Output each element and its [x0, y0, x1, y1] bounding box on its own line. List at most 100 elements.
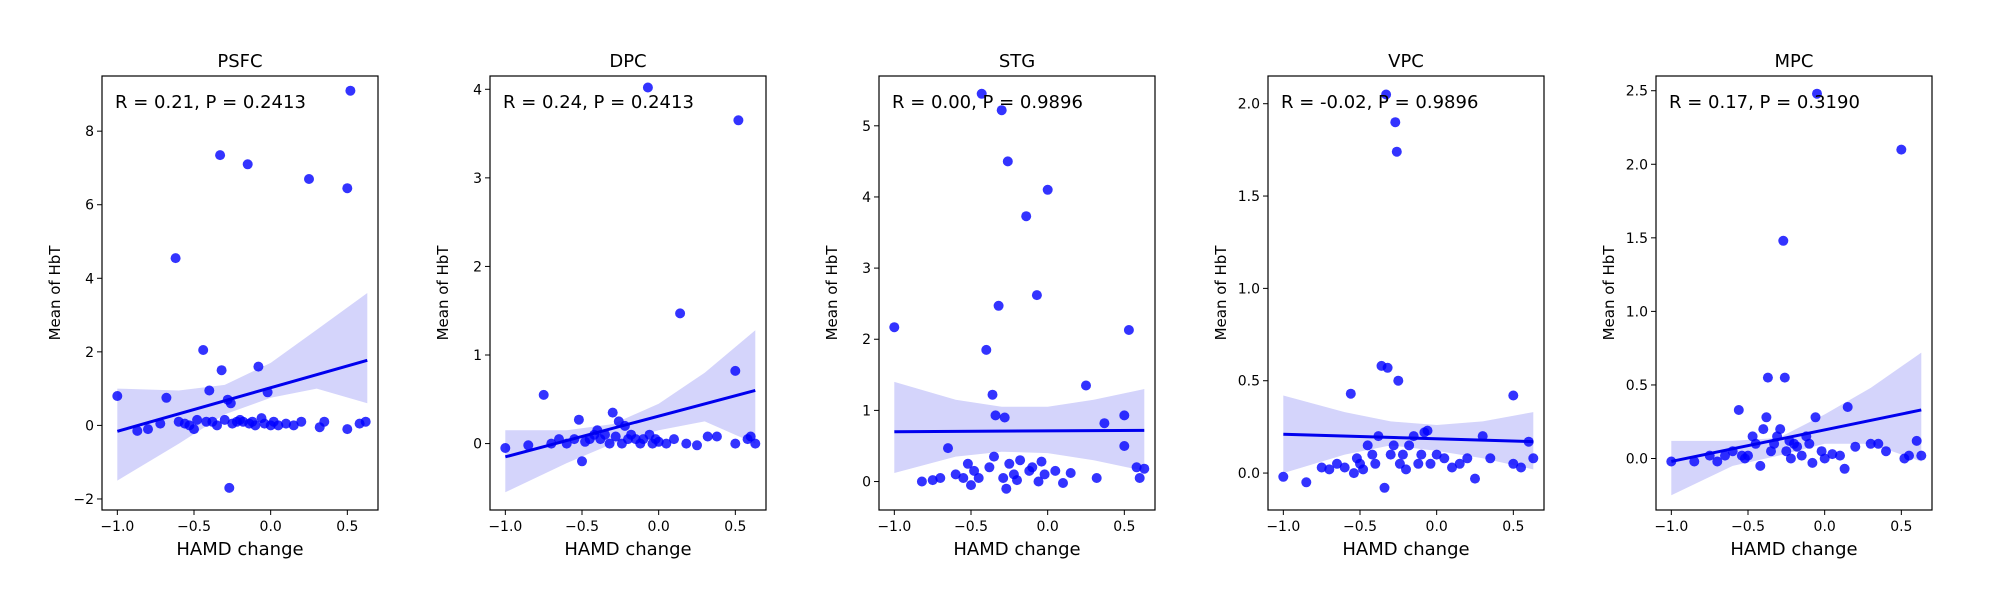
- y-tick-label: 4: [862, 190, 871, 206]
- data-point: [523, 440, 534, 451]
- y-tick-label: 2: [85, 345, 94, 361]
- data-point: [1447, 462, 1457, 473]
- data-point: [342, 424, 353, 435]
- data-point: [1345, 388, 1356, 399]
- y-tick-label: 3: [473, 171, 482, 187]
- data-point: [1042, 184, 1053, 195]
- data-point: [319, 416, 330, 427]
- data-point: [242, 159, 253, 170]
- data-point: [1027, 462, 1038, 473]
- data-point: [1390, 117, 1401, 128]
- data-point: [1091, 473, 1102, 483]
- x-tick-label: 0.0: [1426, 519, 1448, 535]
- data-point: [1508, 458, 1519, 469]
- data-point: [143, 424, 153, 435]
- data-point: [969, 465, 980, 476]
- data-point: [1358, 464, 1369, 475]
- data-point: [1036, 456, 1047, 467]
- x-axis-label: HAMD change: [953, 539, 1080, 560]
- data-point: [1301, 477, 1312, 488]
- data-point: [1755, 460, 1766, 471]
- confidence-band: [505, 330, 756, 493]
- data-point: [273, 420, 284, 431]
- data-point: [1904, 450, 1914, 461]
- data-point: [1743, 450, 1753, 461]
- y-tick-label: 0.5: [1626, 378, 1648, 394]
- data-point: [345, 85, 356, 96]
- data-point: [1779, 372, 1790, 383]
- data-point: [981, 344, 992, 355]
- data-point: [1099, 418, 1110, 429]
- data-point: [1119, 410, 1130, 421]
- data-point: [1454, 458, 1465, 469]
- data-point: [950, 469, 961, 480]
- data-point: [1382, 362, 1393, 373]
- y-tick-label: 0: [862, 475, 871, 491]
- data-point: [577, 456, 587, 467]
- data-point: [1422, 425, 1433, 436]
- x-axis-label: HAMD change: [564, 539, 691, 560]
- x-tick-label: −0.5: [565, 519, 599, 535]
- data-point: [669, 434, 679, 445]
- data-point: [1123, 325, 1134, 335]
- x-tick-label: 0.5: [1113, 519, 1135, 535]
- data-point: [1058, 478, 1068, 488]
- y-tick-label: 0.0: [1626, 452, 1648, 468]
- y-axis-label: Mean of HbT: [434, 245, 452, 341]
- data-point: [189, 424, 199, 435]
- y-tick-label: 4: [473, 82, 482, 98]
- data-point: [1807, 457, 1818, 468]
- data-point: [1385, 449, 1396, 460]
- chart-title: PSFC: [217, 51, 262, 72]
- data-point: [916, 476, 927, 487]
- data-point: [989, 451, 999, 462]
- data-point: [1842, 402, 1853, 412]
- data-point: [1911, 435, 1922, 446]
- data-point: [1339, 462, 1350, 473]
- data-point: [1416, 449, 1427, 460]
- data-point: [1131, 462, 1142, 473]
- data-point: [1819, 453, 1830, 464]
- data-point: [1827, 449, 1838, 460]
- data-point: [958, 473, 969, 483]
- chart-panel: −1.0 −0.5 0.0 0.5 0 1 2 3 4 5 STG HAMD change Mean o…: [823, 51, 1156, 560]
- data-point: [1508, 390, 1519, 401]
- data-point: [212, 420, 222, 431]
- data-point: [1462, 453, 1473, 464]
- data-point: [999, 412, 1010, 423]
- x-tick-label: 0.5: [724, 519, 746, 535]
- data-point: [962, 458, 973, 469]
- data-point: [1039, 469, 1050, 480]
- data-point: [342, 183, 353, 194]
- data-point: [132, 425, 143, 436]
- y-tick-label: 2: [862, 332, 871, 348]
- data-point: [966, 480, 976, 491]
- data-point: [216, 365, 227, 376]
- data-point: [990, 410, 1001, 421]
- y-axis-label: Mean of HbT: [1600, 245, 1618, 341]
- data-point: [1050, 465, 1061, 476]
- x-tick-label: 0.5: [1502, 519, 1524, 535]
- x-tick-label: −1.0: [1266, 519, 1300, 535]
- y-tick-label: 2.5: [1626, 84, 1648, 100]
- axes-frame: [1267, 75, 1545, 511]
- data-point: [1439, 453, 1450, 464]
- x-tick-label: −0.5: [1731, 519, 1765, 535]
- data-point: [1485, 453, 1496, 464]
- x-tick-label: 0.0: [1814, 519, 1836, 535]
- data-point: [253, 361, 264, 372]
- data-point: [1278, 471, 1289, 482]
- data-point: [204, 385, 215, 396]
- x-tick-label: 0.5: [336, 519, 358, 535]
- data-point: [745, 431, 756, 442]
- y-tick-label: 1.0: [1626, 304, 1648, 320]
- data-point: [702, 431, 713, 442]
- data-point: [653, 436, 664, 447]
- data-point: [573, 414, 584, 425]
- data-point: [1065, 468, 1076, 478]
- x-tick-label: −1.0: [877, 519, 911, 535]
- stats-annotation: R = 0.00, P = 0.9896: [892, 92, 1083, 113]
- y-tick-label: 6: [85, 198, 94, 214]
- data-point: [1081, 380, 1091, 391]
